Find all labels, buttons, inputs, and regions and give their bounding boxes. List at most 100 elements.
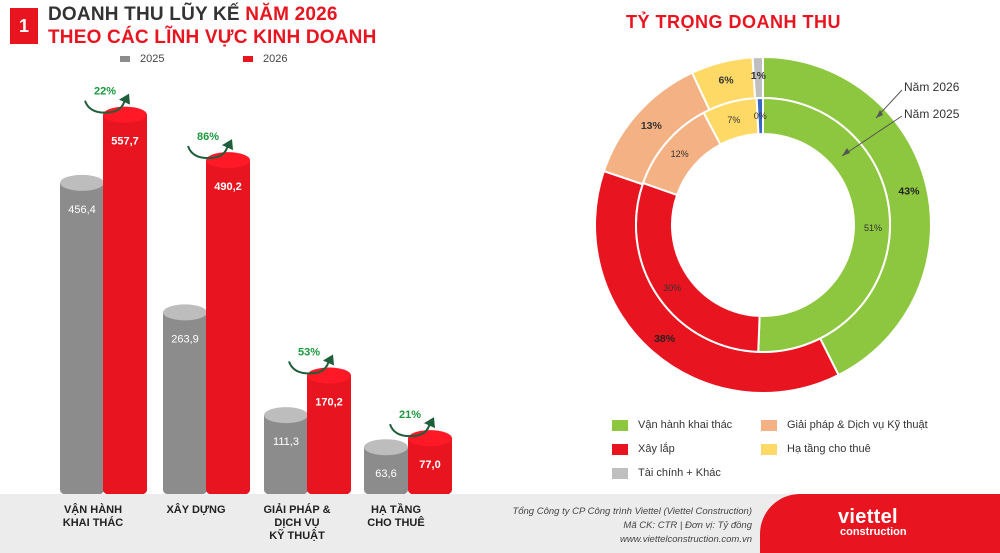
bar-cap [60, 174, 104, 191]
growth-arrow [187, 143, 229, 160]
bar-2025: 263,9 [163, 304, 207, 498]
category-label-3: HẠ TẦNG CHO THUÊ [367, 504, 425, 529]
bar-value-label: 63,6 [375, 468, 396, 480]
title-year: NĂM 2026 [245, 4, 338, 25]
bar-body [60, 182, 104, 490]
donut-chart: 43% 38% 13% 6% 1% 51% 30% 12% 7% 0% [594, 55, 932, 394]
category-label-0: VẬN HÀNH KHAI THÁC [62, 504, 124, 529]
donut-slice-label: 7% [727, 115, 740, 125]
bar-body [408, 438, 452, 490]
footer-brand-panel [760, 494, 1000, 553]
donut-ring-Năm 2026: 43% 38% 13% 6% 1% [594, 55, 932, 394]
bar-body [103, 114, 147, 490]
donut-legend-item-4: Tài chính + Khác [612, 467, 721, 479]
legend-label: Tài chính + Khác [638, 467, 721, 479]
bar-body [264, 415, 308, 490]
bar-group: 63,6 77,0 21% [364, 409, 452, 498]
footer-company: Tổng Công ty CP Công trình Viettel (Viet… [512, 506, 752, 517]
donut-slice-label: 1% [751, 70, 767, 82]
bar-cap [307, 367, 351, 384]
bar-body [163, 312, 207, 490]
footer-info: Tổng Công ty CP Công trình Viettel (Viet… [512, 505, 752, 547]
donut-legend-item-2: Xây lắp [612, 443, 675, 455]
category-label-2: GIẢI PHÁP & DỊCH VỤ KỸ THUẬT [263, 504, 331, 542]
bar-cap [206, 152, 250, 169]
growth-arrow [288, 359, 330, 375]
bar-value-label: 77,0 [419, 459, 440, 471]
donut-legend-item-3: Hạ tầng cho thuê [761, 443, 871, 455]
legend-label-2025: 2025 [140, 53, 165, 65]
donut-slice [594, 169, 840, 394]
legend-swatch [761, 443, 777, 455]
growth-arrowhead [424, 417, 435, 429]
donut-slice [755, 96, 764, 136]
viettel-logo: viettel construction [838, 506, 907, 538]
legend-2026: 2026 [243, 53, 287, 65]
donut-slice-label: 6% [718, 75, 734, 87]
footer-website[interactable]: www.viettelconstruction.com.vn [620, 534, 752, 545]
growth-indicator: 86% [187, 131, 233, 160]
bar-body [307, 375, 351, 490]
legend-swatch [761, 419, 777, 431]
section-number: 1 [10, 8, 38, 44]
bar-group: 111,3 170,2 53% [264, 346, 351, 498]
bar-value-label: 557,7 [111, 136, 139, 148]
category-label-1: XÂY DỰNG [166, 504, 226, 516]
donut-ring-Năm 2025: 51% 30% 12% 7% 0% [635, 96, 891, 353]
donut-slice-label: 51% [864, 223, 882, 233]
donut-legend-item-0: Vận hành khai thác [612, 419, 732, 431]
growth-arrowhead [222, 139, 233, 151]
bar-chart: 456,4 557,7 22% 263,9 490,2 86% 111,3 170,2 53% 6… [60, 86, 452, 498]
title-line2: THEO CÁC LĨNH VỰC KINH DOANH [48, 27, 377, 48]
pointer-2026-head [876, 110, 883, 118]
donut-slice-label: 12% [671, 149, 689, 159]
growth-label: 21% [399, 409, 421, 421]
pointer-2025 [841, 115, 903, 157]
pointer-2025-head [842, 148, 850, 156]
growth-label: 53% [298, 346, 320, 358]
legend-label: Giải pháp & Dịch vụ Kỹ thuật [787, 419, 928, 431]
legend-swatch [612, 419, 628, 431]
growth-arrow [389, 421, 431, 438]
legend-swatch-2025 [120, 56, 130, 62]
bar-2026: 77,0 [408, 430, 452, 498]
bar-body [206, 160, 250, 490]
bar-cap [264, 407, 308, 424]
donut-slice-label: 0% [754, 111, 767, 121]
bar-value-label: 456,4 [68, 204, 96, 216]
logo-text: viettel [838, 506, 898, 528]
legend-swatch [612, 467, 628, 479]
donut-slice [757, 96, 891, 353]
donut-slice-label: 43% [898, 185, 920, 197]
bar-value-label: 263,9 [171, 333, 199, 345]
growth-arrowhead [119, 93, 130, 105]
annotation-2025: Năm 2025 [904, 107, 960, 121]
bar-cap [364, 439, 408, 456]
donut-slice-label: 30% [663, 283, 681, 293]
bar-cap [408, 430, 452, 447]
bar-2025: 63,6 [364, 439, 408, 498]
growth-arrow [84, 98, 126, 114]
title-dark: DOANH THU LŨY KẾ [48, 4, 246, 25]
growth-indicator: 21% [389, 409, 435, 438]
growth-arrowhead [323, 354, 334, 366]
legend-swatch [612, 443, 628, 455]
growth-indicator: 22% [84, 86, 130, 114]
legend-swatch-2026 [243, 56, 253, 62]
bar-2026: 557,7 [103, 106, 147, 498]
legend-label-2026: 2026 [263, 53, 288, 65]
donut-title: TỶ TRỌNG DOANH THU [626, 12, 841, 32]
bar-cap [103, 106, 147, 123]
bar-value-label: 170,2 [315, 396, 343, 408]
bar-2025: 456,4 [60, 174, 104, 498]
bar-group: 263,9 490,2 86% [163, 131, 250, 498]
bar-2026: 170,2 [307, 367, 351, 498]
donut-slice-label: 38% [654, 333, 676, 345]
logo-subtext: construction [840, 526, 907, 538]
bar-value-label: 490,2 [214, 181, 242, 193]
bar-group: 456,4 557,7 22% [60, 86, 147, 498]
page-title: DOANH THU LŨY KẾ NĂM 2026 THEO CÁC LĨNH … [48, 3, 377, 49]
donut-slice-label: 13% [641, 120, 663, 132]
growth-label: 22% [94, 86, 116, 98]
donut-legend-item-1: Giải pháp & Dịch vụ Kỹ thuật [761, 419, 928, 431]
